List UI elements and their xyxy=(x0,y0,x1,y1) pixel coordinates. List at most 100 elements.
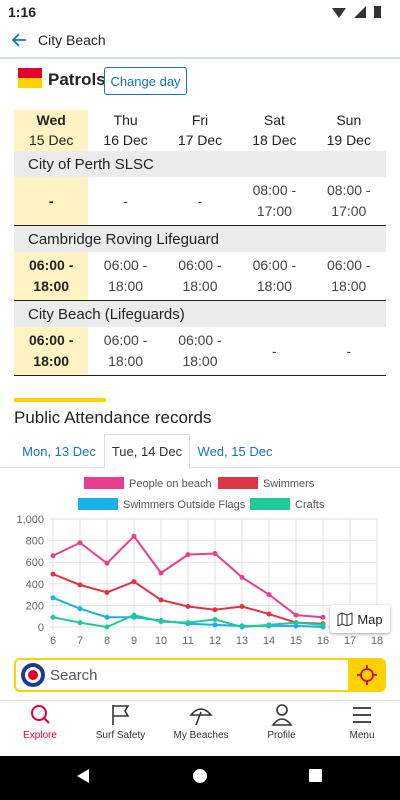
group-name: City of Perth SLSC xyxy=(28,156,154,173)
day-name: Sat xyxy=(263,112,285,128)
data-point xyxy=(77,540,83,546)
nav-icon xyxy=(353,707,371,723)
x-tick-label: 8 xyxy=(104,635,110,647)
status-time: 1:16 xyxy=(8,4,37,20)
patrol-time: 08:00 - 17:00 xyxy=(326,182,371,219)
data-point xyxy=(293,620,299,626)
data-point xyxy=(131,533,137,539)
patrol-time: 06:00 - 18:00 xyxy=(29,257,74,294)
data-point xyxy=(320,614,326,620)
data-point xyxy=(158,597,164,603)
x-tick-label: 6 xyxy=(50,635,56,647)
x-tick-label: 15 xyxy=(290,635,302,647)
day-name: Sun xyxy=(336,112,362,128)
patrol-time: 06:00 - 18:00 xyxy=(178,332,222,369)
x-tick-label: 16 xyxy=(317,635,329,647)
nav-label: Profile xyxy=(267,730,296,741)
tab-divider xyxy=(0,467,400,468)
header-title: City Beach xyxy=(38,32,106,48)
data-point xyxy=(185,552,191,558)
data-point xyxy=(212,607,218,613)
back-button[interactable] xyxy=(10,30,30,50)
y-tick-label: 0 xyxy=(38,622,44,634)
data-point xyxy=(77,582,83,588)
data-point xyxy=(158,619,164,625)
data-point xyxy=(266,592,272,598)
change-day-button[interactable]: Change day xyxy=(104,67,187,95)
data-point xyxy=(320,622,326,628)
patrol-time: 06:00 - 18:00 xyxy=(252,257,297,294)
data-point xyxy=(239,574,245,580)
attendance-chart: People on beach Swimmers Swimmers Outside … xyxy=(16,477,383,647)
locate-button[interactable] xyxy=(348,658,386,692)
patrol-time: 06:00 - 18:00 xyxy=(29,332,74,369)
group-header xyxy=(14,151,386,177)
patrol-time: 08:00 - 17:00 xyxy=(252,182,297,219)
patrol-time: 06:00 - 18:00 xyxy=(178,257,222,294)
group-header xyxy=(14,301,386,327)
data-point xyxy=(266,622,272,628)
day-date: 18 Dec xyxy=(252,132,297,148)
group-name: City Beach (Lifeguards) xyxy=(28,306,185,323)
nav-label: Menu xyxy=(349,730,375,741)
group-divider xyxy=(14,225,386,226)
data-point xyxy=(212,551,218,557)
patrol-time: 06:00 - 18:00 xyxy=(326,257,371,294)
x-tick-label: 10 xyxy=(155,635,167,647)
data-point xyxy=(266,611,272,617)
nav-item[interactable]: Profile xyxy=(242,703,322,753)
section-accent xyxy=(14,398,106,402)
legend-swatch xyxy=(78,498,118,510)
x-tick-label: 7 xyxy=(77,635,83,647)
legend-swatch xyxy=(84,477,124,489)
legend-label: Crafts xyxy=(295,499,325,511)
x-tick-label: 12 xyxy=(209,635,221,647)
data-point xyxy=(185,620,191,626)
x-tick-label: 18 xyxy=(371,635,383,647)
nav-icon xyxy=(111,705,129,725)
data-point xyxy=(239,603,245,609)
map-button[interactable]: Map xyxy=(330,605,390,633)
y-tick-label: 1,000 xyxy=(16,514,44,526)
date-tab[interactable]: Wed, 15 Dec xyxy=(197,443,273,459)
data-point xyxy=(131,579,137,585)
group-name: Cambridge Roving Lifeguard xyxy=(28,231,219,248)
data-point xyxy=(50,571,56,577)
group-header xyxy=(14,226,386,252)
patrol-time: - xyxy=(272,342,277,359)
data-point xyxy=(212,622,218,628)
selected-day-bg xyxy=(14,110,89,151)
data-point xyxy=(212,616,218,622)
nav-divider xyxy=(0,700,400,701)
attendance-title: Public Attendance records xyxy=(14,408,212,427)
data-point xyxy=(77,606,83,612)
patrol-time: 06:00 - 18:00 xyxy=(103,332,148,369)
nav-item[interactable]: Surf Safety xyxy=(81,703,161,753)
system-buttons xyxy=(77,769,322,783)
patrol-time: - xyxy=(48,192,54,209)
sls-logo xyxy=(21,663,45,687)
nav-item[interactable]: Menu xyxy=(322,703,400,753)
patrol-time: - xyxy=(123,192,128,209)
y-tick-label: 200 xyxy=(26,600,44,612)
header-divider xyxy=(0,57,400,59)
y-tick-label: 400 xyxy=(26,579,44,591)
date-tab[interactable]: Mon, 13 Dec xyxy=(22,443,96,459)
selected-time-bg xyxy=(14,252,89,300)
legend-label: Swimmers xyxy=(263,478,315,490)
system-nav xyxy=(0,756,400,800)
status-icons xyxy=(332,6,381,18)
data-point xyxy=(293,612,299,618)
nav-item[interactable]: Explore xyxy=(0,703,80,753)
day-name: Thu xyxy=(113,112,138,128)
day-name: Wed xyxy=(36,112,66,128)
date-tab[interactable]: Tue, 14 Dec xyxy=(104,434,190,469)
map-label: Map xyxy=(357,611,383,627)
day-date: 15 Dec xyxy=(29,132,74,148)
patrol-time: - xyxy=(346,342,352,359)
legend-swatch xyxy=(218,477,258,489)
data-point xyxy=(158,570,164,576)
nav-item[interactable]: My Beaches xyxy=(161,703,241,753)
x-tick-label: 11 xyxy=(182,635,193,647)
nav-label: Surf Safety xyxy=(95,730,146,741)
